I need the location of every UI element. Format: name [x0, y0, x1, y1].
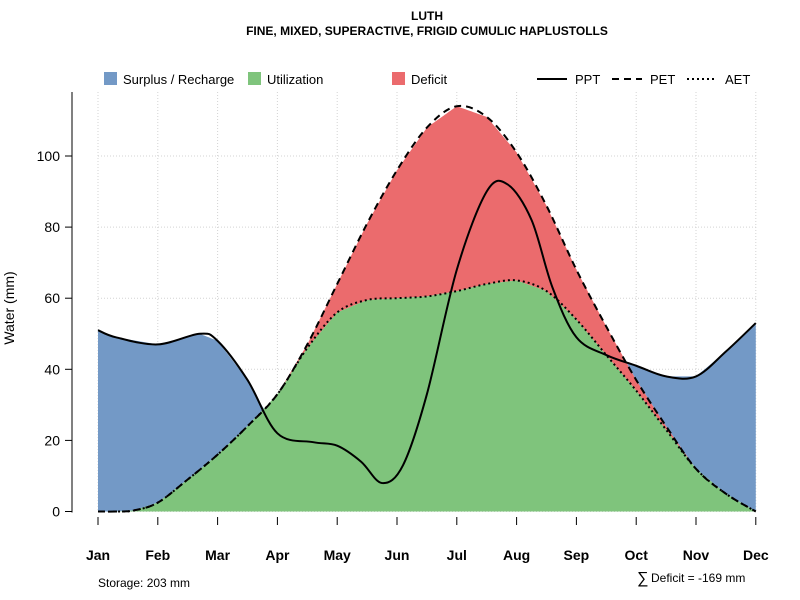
legend-label-ppt: PPT [575, 72, 600, 87]
series-line-ppt [97, 179, 757, 485]
chart-title: LUTH [411, 9, 443, 23]
y-axis: 0 20 40 60 80 100 [37, 92, 73, 520]
y-tick-label: 0 [52, 504, 60, 520]
y-tick-label: 40 [44, 361, 60, 377]
legend-label-aet: AET [725, 72, 750, 87]
y-tick-label: 80 [44, 219, 60, 235]
legend-label-surplus: Surplus / Recharge [123, 72, 234, 87]
deficit-note: Deficit = -169 mm [651, 571, 745, 585]
x-axis: Jan Feb Mar Apr May Jun Jul Aug Sep Oct Nov Dec [86, 517, 769, 563]
x-tick-label-jul: Jul [447, 547, 467, 563]
storage-note: Storage: 203 mm [98, 576, 190, 590]
surplus-recharge-area [98, 106, 756, 512]
area-fills [98, 106, 756, 512]
x-tick-label-sep: Sep [564, 547, 590, 563]
x-tick-label-apr: Apr [265, 547, 290, 563]
y-axis-label: Water (mm) [1, 271, 17, 344]
series-lines [97, 104, 757, 513]
deficit-area [98, 106, 756, 512]
x-tick-label-oct: Oct [625, 547, 649, 563]
series-line-aet [97, 279, 757, 513]
x-tick-label-dec: Dec [743, 547, 769, 563]
y-tick-label: 20 [44, 432, 60, 448]
legend-label-pet: PET [650, 72, 675, 87]
x-tick-label-nov: Nov [683, 547, 710, 563]
legend-swatch-utilization [248, 72, 261, 85]
x-tick-label-aug: Aug [503, 547, 530, 563]
x-tick-label-jun: Jun [385, 547, 410, 563]
y-tick-label: 100 [37, 148, 61, 164]
series-line-pet [97, 104, 757, 513]
legend-label-deficit: Deficit [411, 72, 448, 87]
legend-swatch-deficit [392, 72, 405, 85]
legend-swatch-surplus [104, 72, 117, 85]
deficit-sum-symbol: ∑ [637, 570, 648, 587]
x-tick-label-may: May [324, 547, 351, 563]
x-tick-label-feb: Feb [145, 547, 170, 563]
y-tick-label: 60 [44, 290, 60, 306]
x-tick-label-mar: Mar [205, 547, 230, 563]
x-tick-label-jan: Jan [86, 547, 110, 563]
chart-subtitle: FINE, MIXED, SUPERACTIVE, FRIGID CUMULIC… [246, 24, 608, 38]
legend-label-utilization: Utilization [267, 72, 323, 87]
legend: Surplus / Recharge Utilization Deficit P… [104, 72, 750, 87]
